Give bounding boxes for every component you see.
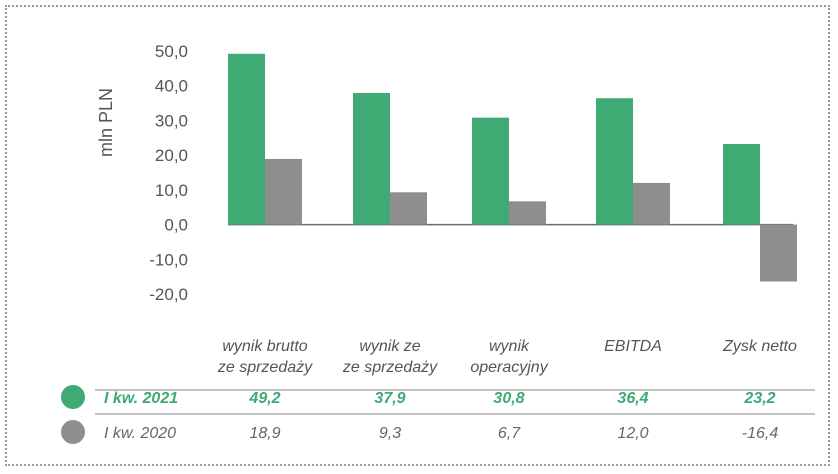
data-value-label: 23,2 <box>743 390 775 407</box>
category-label: Zysk netto <box>722 338 797 355</box>
y-tick-label: 30,0 <box>155 111 188 130</box>
chart-frame <box>5 5 830 466</box>
data-value-label: -16,4 <box>742 425 779 442</box>
bar-2021 <box>596 98 633 225</box>
legend-series-name: I kw. 2020 <box>104 425 176 442</box>
data-value-label: 9,3 <box>379 425 401 442</box>
bar-2021 <box>472 117 509 225</box>
category-label: ze sprzedaży <box>217 359 313 376</box>
category-label: EBITDA <box>604 338 662 355</box>
data-value-label: 12,0 <box>617 425 648 442</box>
legend-marker <box>61 385 85 409</box>
bar-2021 <box>723 144 760 225</box>
y-tick-label: 20,0 <box>155 146 188 165</box>
y-tick-label: 0,0 <box>164 216 188 235</box>
bar-2020 <box>509 201 546 225</box>
y-tick-label: -10,0 <box>149 250 188 269</box>
data-value-label: 37,9 <box>374 390 405 407</box>
y-tick-label: -20,0 <box>149 285 188 304</box>
bar-2021 <box>228 53 265 225</box>
bar-2020 <box>390 192 427 225</box>
data-value-label: 30,8 <box>493 390 524 407</box>
data-value-label: 18,9 <box>249 425 280 442</box>
data-value-label: 49,2 <box>248 390 280 407</box>
legend-series-name: I kw. 2021 <box>104 390 178 407</box>
bar-2020 <box>760 224 797 282</box>
legend-marker <box>61 420 85 444</box>
y-tick-label: 10,0 <box>155 181 188 200</box>
bar-2020 <box>633 182 670 225</box>
y-tick-label: 40,0 <box>155 77 188 96</box>
category-label: ze sprzedaży <box>342 359 438 376</box>
category-label: wynik <box>489 338 530 355</box>
y-axis-label: mln PLN <box>96 88 116 157</box>
y-tick-label: 50,0 <box>155 42 188 61</box>
data-value-label: 36,4 <box>617 390 648 407</box>
category-label: wynik ze <box>359 338 420 355</box>
category-label: operacyjny <box>470 359 548 376</box>
data-value-label: 6,7 <box>498 425 521 442</box>
bar-2021 <box>353 93 390 225</box>
category-label: wynik brutto <box>222 338 307 355</box>
bar-2020 <box>265 158 302 225</box>
